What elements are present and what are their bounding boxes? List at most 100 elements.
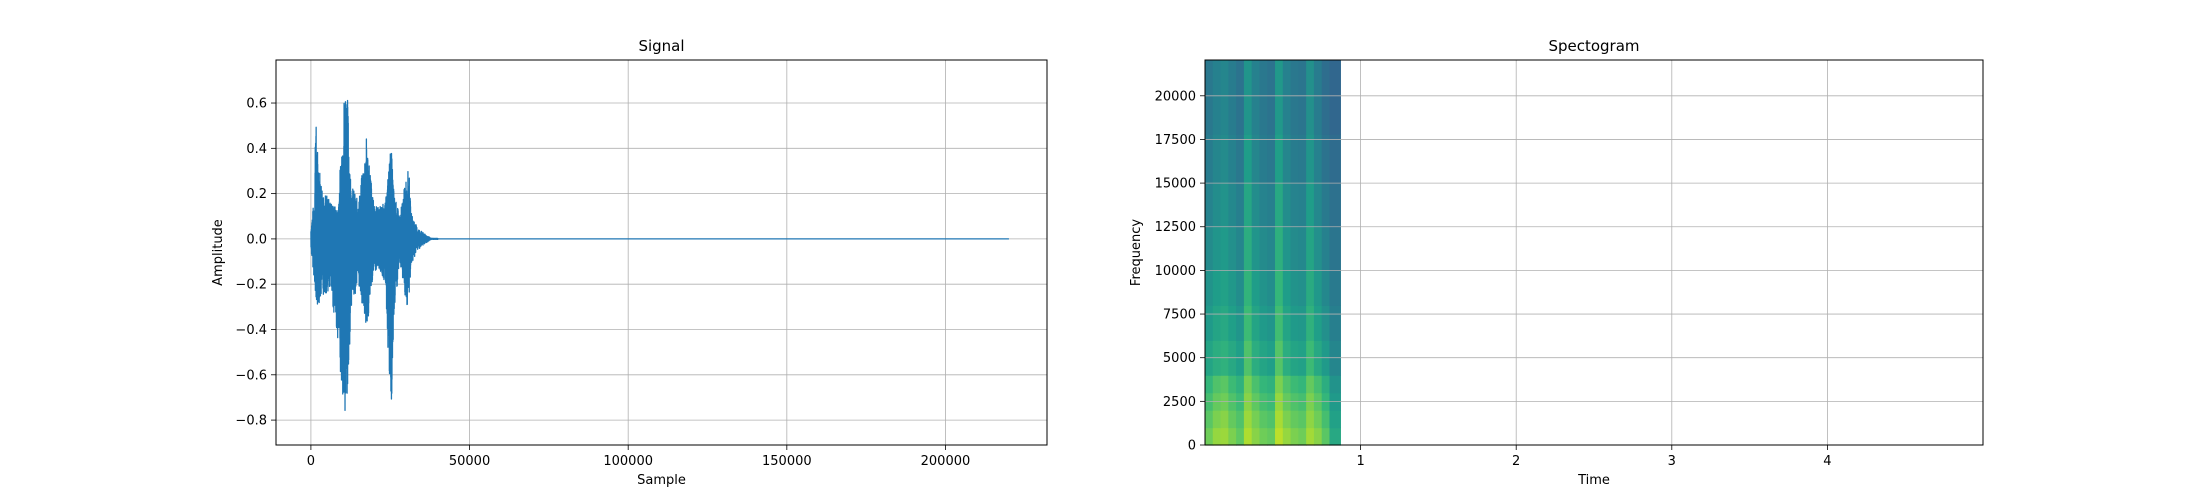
spectrogram-cell xyxy=(1298,305,1307,341)
signal-chart: Signal Sample Amplitude 0 50000 100000 1500… xyxy=(211,37,1048,488)
spectrogram-cell xyxy=(1282,60,1292,135)
spectrogram-cell xyxy=(1236,60,1245,135)
spectrogram-cell xyxy=(1212,410,1222,429)
spectrogram-cell xyxy=(1228,134,1237,184)
spectrogram-cell xyxy=(1205,410,1214,429)
spectrogram-cell xyxy=(1275,270,1284,306)
spectrogram-cell xyxy=(1220,183,1229,228)
spectrogram-cell xyxy=(1321,226,1331,271)
spectrogram-cell xyxy=(1259,270,1268,306)
signal-x-ticks: 0 50000 100000 150000 200000 xyxy=(307,445,970,469)
spectrogram-cell xyxy=(1275,134,1284,184)
spectrogram-cell xyxy=(1313,305,1323,341)
spectrogram-cell xyxy=(1205,427,1214,446)
spectrogram-cell xyxy=(1228,60,1237,135)
spectrogram-cell xyxy=(1212,60,1222,135)
spectrogram-cell xyxy=(1306,183,1315,228)
spectrogram-cell xyxy=(1282,226,1292,271)
spectrogram-heatmap xyxy=(1205,60,1341,446)
spectrogram-cell xyxy=(1236,134,1245,184)
spectrogram-y-tick-label: 7500 xyxy=(1163,308,1196,323)
spectrogram-cell xyxy=(1251,410,1261,429)
spectrogram-cell xyxy=(1267,410,1276,429)
spectrogram-cell xyxy=(1290,410,1299,429)
spectrogram-cell xyxy=(1243,60,1253,135)
spectrogram-cell xyxy=(1251,134,1261,184)
spectrogram-cell xyxy=(1306,226,1315,271)
spectrogram-cell xyxy=(1290,270,1299,306)
spectrogram-cell xyxy=(1321,375,1331,394)
spectrogram-x-tick-label: 2 xyxy=(1512,454,1520,469)
spectrogram-cell xyxy=(1205,305,1214,341)
spectrogram-cell xyxy=(1228,305,1237,341)
spectrogram-cell xyxy=(1282,410,1292,429)
spectrogram-y-tick-label: 10000 xyxy=(1155,264,1196,279)
spectrogram-y-tick-label: 20000 xyxy=(1155,89,1196,104)
spectrogram-y-tick-label: 2500 xyxy=(1163,395,1196,410)
spectrogram-cell xyxy=(1205,183,1214,228)
spectrogram-cell xyxy=(1329,305,1341,341)
signal-x-tick-label: 100000 xyxy=(603,454,653,469)
spectrogram-cell xyxy=(1298,270,1307,306)
signal-y-ticks: −0.8 −0.6 −0.4 −0.2 0.0 0.2 0.4 0.6 xyxy=(235,97,276,429)
spectrogram-cell xyxy=(1243,427,1253,446)
spectrogram-cell xyxy=(1228,226,1237,271)
spectrogram-cell xyxy=(1298,134,1307,184)
spectrogram-cell xyxy=(1220,305,1229,341)
spectrogram-cell xyxy=(1236,270,1245,306)
spectrogram-cell xyxy=(1275,427,1284,446)
spectrogram-cell xyxy=(1228,270,1237,306)
spectrogram-cell xyxy=(1313,410,1323,429)
spectrogram-cell xyxy=(1228,183,1237,228)
spectrogram-cell xyxy=(1290,427,1299,446)
spectrogram-cell xyxy=(1321,270,1331,306)
spectrogram-cell xyxy=(1259,226,1268,271)
spectrogram-cell xyxy=(1236,375,1245,394)
spectrogram-cell xyxy=(1306,270,1315,306)
spectrogram-cell xyxy=(1205,375,1214,394)
spectrogram-cell xyxy=(1313,270,1323,306)
spectrogram-cell xyxy=(1306,375,1315,394)
spectrogram-cell xyxy=(1259,183,1268,228)
spectrogram-cell xyxy=(1259,427,1268,446)
spectrogram-cell xyxy=(1243,134,1253,184)
spectrogram-cell xyxy=(1282,427,1292,446)
spectrogram-cell xyxy=(1290,134,1299,184)
spectrogram-cell xyxy=(1298,375,1307,394)
spectrogram-cell xyxy=(1329,60,1341,135)
spectrogram-cell xyxy=(1251,183,1261,228)
spectrogram-cell xyxy=(1290,375,1299,394)
spectrogram-cell xyxy=(1267,60,1276,135)
spectrogram-cell xyxy=(1251,305,1261,341)
signal-plot-area xyxy=(310,99,1009,412)
spectrogram-y-tick-label: 15000 xyxy=(1155,177,1196,192)
spectrogram-cell xyxy=(1205,270,1214,306)
signal-x-tick-label: 150000 xyxy=(762,454,812,469)
spectrogram-y-ticks: 0 2500 5000 7500 10000 12500 15000 17500 20000 xyxy=(1155,89,1205,454)
spectrogram-cell xyxy=(1236,183,1245,228)
spectrogram-cell xyxy=(1236,305,1245,341)
spectrogram-cell xyxy=(1212,427,1222,446)
spectrogram-cell xyxy=(1329,427,1341,446)
spectrogram-cell xyxy=(1236,410,1245,429)
spectrogram-cell xyxy=(1243,305,1253,341)
spectrogram-cell xyxy=(1251,375,1261,394)
spectrogram-cell xyxy=(1298,60,1307,135)
spectrogram-cell xyxy=(1313,183,1323,228)
spectrogram-cell xyxy=(1205,134,1214,184)
spectrogram-cell xyxy=(1205,226,1214,271)
spectrogram-grid xyxy=(1205,60,1983,446)
spectrogram-cell xyxy=(1290,305,1299,341)
spectrogram-cell xyxy=(1282,134,1292,184)
spectrogram-cell xyxy=(1306,305,1315,341)
spectrogram-cell xyxy=(1321,427,1331,446)
spectrogram-chart: Spectogram Time Frequency 1 2 3 4 0 2500 5000… xyxy=(1129,37,1984,488)
spectrogram-cell xyxy=(1212,305,1222,341)
signal-y-tick-label: −0.2 xyxy=(235,278,267,293)
spectrogram-cell xyxy=(1275,183,1284,228)
signal-y-tick-label: 0.6 xyxy=(246,97,267,112)
spectrogram-cell xyxy=(1306,60,1315,135)
spectrogram-y-tick-label: 12500 xyxy=(1155,220,1196,235)
spectrogram-x-tick-label: 4 xyxy=(1823,454,1831,469)
